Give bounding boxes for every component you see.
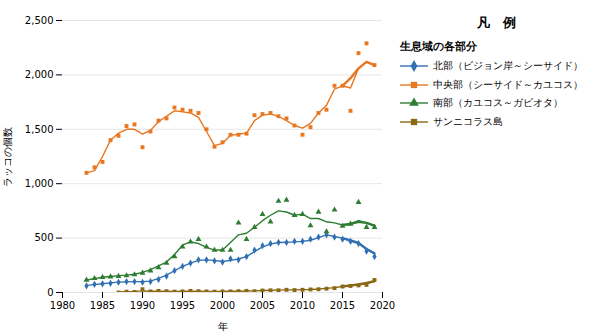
- svg-text:2020: 2020: [370, 300, 395, 311]
- svg-text:1,000: 1,000: [25, 178, 54, 189]
- html-text:生息域の各部分: 生息域の各部分: [400, 40, 477, 52]
- svg-text:2010: 2010: [290, 300, 315, 311]
- svg-text:500: 500: [34, 232, 53, 243]
- svg-text:1985: 1985: [90, 300, 115, 311]
- svg-text:ラッコの個数: ラッコの個数: [2, 127, 13, 187]
- svg-text:年: 年: [218, 321, 228, 332]
- html-text:北部（ビジョン岸～シーサイド）: 北部（ビジョン岸～シーサイド）: [433, 60, 583, 71]
- svg-text:1,500: 1,500: [25, 124, 54, 135]
- svg-text:2005: 2005: [250, 300, 275, 311]
- svg-text:1980: 1980: [50, 300, 75, 311]
- html-text:南部（カユコス～ガビオタ）: 南部（カユコス～ガビオタ）: [433, 97, 563, 108]
- svg-text:0: 0: [47, 287, 53, 298]
- svg-text:2,000: 2,000: [25, 69, 54, 80]
- html-text:サンニコラス島: サンニコラス島: [433, 115, 503, 127]
- svg-text:1990: 1990: [130, 300, 155, 311]
- svg-text:1995: 1995: [170, 300, 195, 311]
- html-text:中央部（シーサイド～カユコス）: 中央部（シーサイド～カユコス）: [433, 78, 583, 90]
- svg-text:2000: 2000: [210, 300, 235, 311]
- svg-text:2015: 2015: [330, 300, 355, 311]
- svg-text:2,500: 2,500: [25, 15, 54, 26]
- html-text:凡 例: 凡 例: [476, 15, 516, 30]
